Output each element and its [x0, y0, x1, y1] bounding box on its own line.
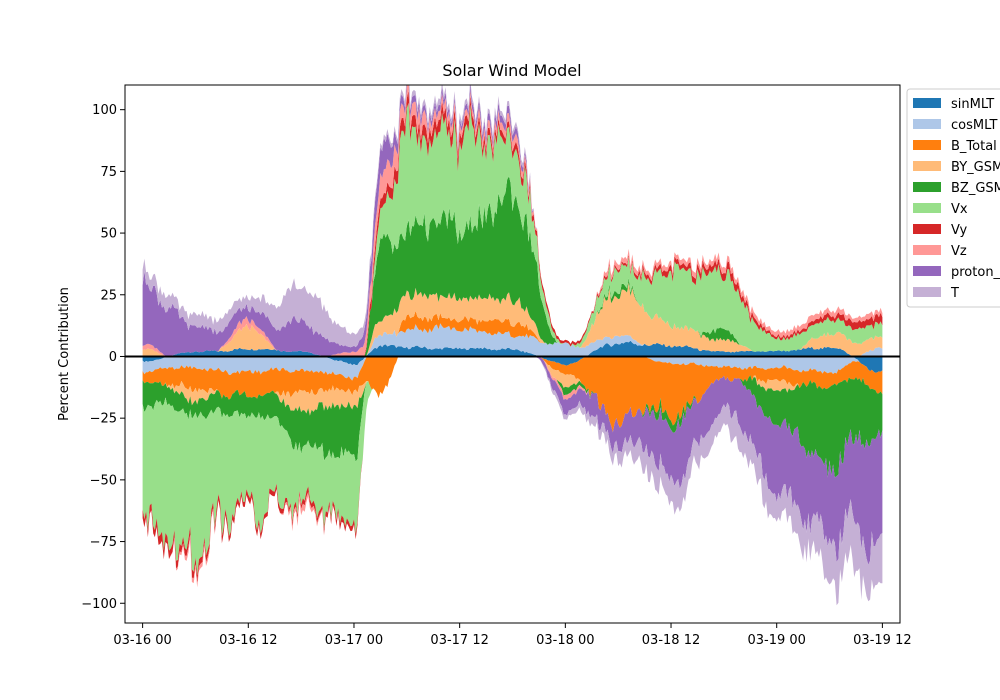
area-b-total-positive	[142, 310, 883, 357]
legend-swatch	[913, 140, 941, 150]
legend-label: sinMLT	[951, 97, 994, 112]
y-tick-label: 100	[92, 103, 117, 118]
x-axis: 03-16 00 03-16 12 03-17 00 03-17 12 03-18 00…	[113, 623, 912, 648]
legend-label: BZ_GSM	[951, 181, 1000, 196]
legend: sinMLT cosMLT B_Total BY_GSM BZ_GSM Vx Vy Vz pro…	[906, 88, 1000, 308]
y-axis-label: Percent Contribution	[57, 287, 72, 421]
legend-label: Vx	[951, 202, 968, 217]
legend-label: B_Total	[951, 139, 997, 154]
legend-swatch	[913, 287, 941, 297]
plot-area	[125, 85, 900, 606]
legend-label: Vz	[951, 244, 967, 259]
area-cosmlt-positive	[142, 323, 883, 357]
legend-swatch	[913, 266, 941, 276]
legend-label: proton_density	[951, 265, 1000, 280]
area-bz-gsm-positive	[142, 176, 883, 357]
area-proton-density-positive	[142, 85, 883, 357]
area-cosmlt-negative	[142, 356, 883, 381]
x-tick-label: 03-16 00	[113, 633, 171, 648]
legend-swatch	[913, 161, 941, 171]
plot-frame	[124, 84, 901, 624]
legend-label: Vy	[951, 223, 968, 238]
area-by-gsm-positive	[142, 282, 883, 357]
chart-title: Solar Wind Model	[442, 61, 581, 80]
x-tick-label: 03-19 00	[747, 633, 805, 648]
legend-swatch	[913, 224, 941, 234]
y-tick-label: −100	[81, 597, 117, 612]
area-b-total-negative	[142, 356, 883, 433]
x-tick-label: 03-19 12	[853, 633, 911, 648]
x-tick-label: 03-17 00	[325, 633, 383, 648]
legend-swatch	[913, 245, 941, 255]
x-tick-label: 03-18 00	[536, 633, 594, 648]
y-tick-label: −25	[90, 412, 117, 427]
legend-swatch	[913, 203, 941, 213]
legend-swatch	[913, 98, 941, 108]
x-tick-label: 03-17 12	[430, 633, 488, 648]
legend-label: cosMLT	[951, 118, 998, 133]
x-tick-label: 03-16 12	[219, 633, 277, 648]
x-tick-label: 03-18 12	[642, 633, 700, 648]
y-tick-label: −50	[90, 473, 117, 488]
y-tick-label: −75	[90, 535, 117, 550]
legend-swatch	[913, 182, 941, 192]
area-bz-gsm-negative	[142, 356, 883, 478]
area-sinmlt-positive	[142, 340, 883, 357]
area-vx-negative	[142, 356, 883, 576]
y-tick-label: 50	[100, 227, 117, 242]
area-vx-positive	[142, 102, 883, 357]
legend-swatch	[913, 119, 941, 129]
legend-label: T	[950, 286, 959, 301]
y-tick-label: 25	[100, 288, 117, 303]
area-proton-density-negative	[142, 356, 883, 588]
y-tick-label: 0	[109, 350, 117, 365]
y-tick-label: 75	[100, 165, 117, 180]
legend-label: BY_GSM	[951, 160, 1000, 175]
y-axis: −100 −75 −50 −25 0 25 50 75 100	[81, 103, 125, 612]
